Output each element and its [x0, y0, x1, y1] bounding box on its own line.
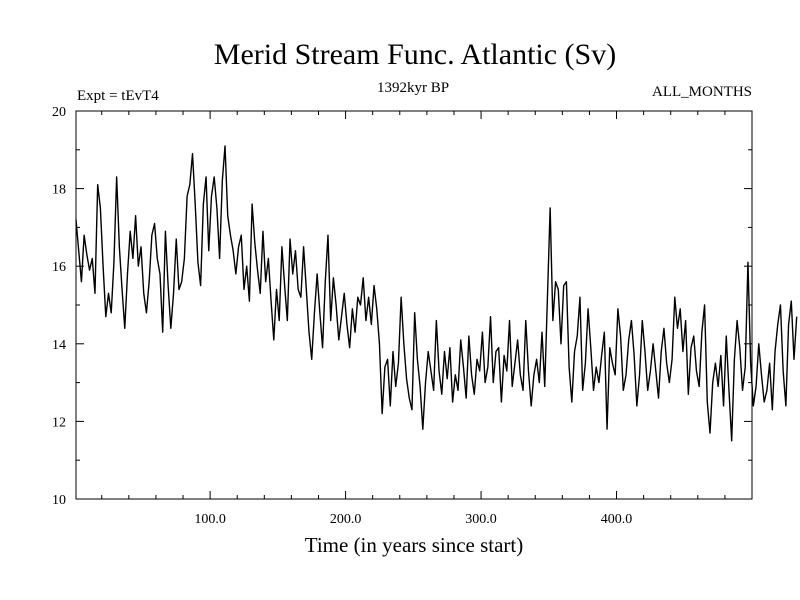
y-tick-label: 10	[52, 493, 66, 508]
x-tick-label: 300.0	[465, 512, 497, 527]
axis-tick-labels: 10 12 14 16 18 20 100.0 200.0 300.0 400.0	[52, 105, 632, 527]
chart-title: Merid Stream Func. Atlantic (Sv)	[214, 38, 616, 71]
experiment-label: Expt = tEvT4	[77, 88, 159, 104]
y-tick-label: 16	[52, 260, 66, 275]
axis-ticks	[76, 110, 752, 500]
y-tick-label: 12	[52, 415, 66, 430]
plot-frame	[75, 110, 753, 500]
series-line	[75, 145, 798, 442]
period-label: 1392kyr BP	[377, 80, 449, 96]
y-tick-label: 18	[52, 183, 66, 198]
x-axis-label: Time (in years since start)	[305, 533, 524, 557]
x-tick-label: 400.0	[601, 512, 633, 527]
months-label: ALL_MONTHS	[652, 84, 752, 100]
y-tick-label: 20	[52, 105, 66, 120]
x-tick-label: 200.0	[330, 512, 362, 527]
x-tick-label: 100.0	[194, 512, 226, 527]
y-tick-label: 14	[52, 338, 66, 353]
